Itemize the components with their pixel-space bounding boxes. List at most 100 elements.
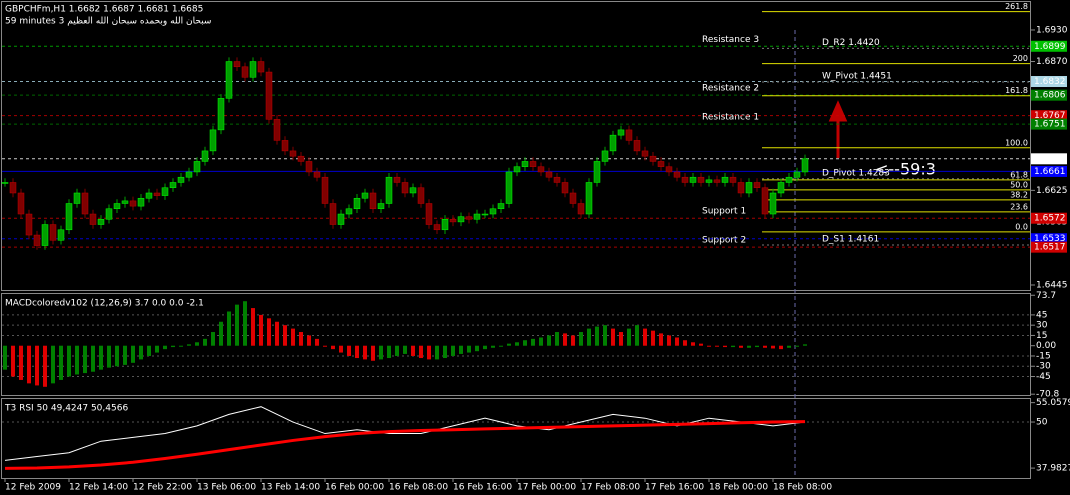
macd-bar [179,345,183,347]
candle-body [481,213,489,216]
macd-bar [115,345,119,367]
candle-body [345,208,353,215]
candle-body [689,176,697,183]
y-tick-label: -45 [1036,372,1051,382]
macd-bar [555,332,559,346]
candle-body [801,158,809,173]
rsi-pane [1,398,1031,479]
macd-bar [715,345,719,347]
y-tick-label: 37.9827 [1036,464,1070,474]
macd-bar [619,332,623,346]
candle-body [97,219,105,225]
candle-body [121,200,129,204]
pivot-label: D_Pivot 1.4283 [822,168,890,178]
x-tick-label: 17 Feb 16:00 [645,483,704,493]
macd-bar [643,328,647,346]
candle-body [129,200,137,207]
candle-body [289,150,297,157]
price-tag [1031,233,1067,245]
candle-body [489,208,497,215]
macd-bar [771,345,775,349]
macd-bar [451,345,455,356]
candle-body [377,203,385,210]
macd-bar [163,345,167,350]
macd-bar [579,332,583,346]
price-tag [1031,118,1067,130]
candle-body [385,176,393,204]
candle-body [209,129,217,152]
macd-bar [723,345,727,348]
candle-body [369,192,377,210]
title: GBPCHFm,H1 1.6682 1.6687 1.6681 1.6685 [5,5,203,15]
macd-bar [355,345,359,359]
candle-body [41,224,49,246]
macd-bar [131,345,135,363]
macd-bar [203,338,207,346]
x-tick-label: 13 Feb 14:00 [261,483,320,493]
candle-body [569,192,577,204]
candle-body [601,150,609,162]
y-tick-label: -70.8 [1036,390,1060,400]
candle-body [401,182,409,194]
y-tick-label: 0.00 [1036,341,1056,351]
price-tag [1031,212,1067,224]
macd-bar [795,345,799,347]
candle-body [633,140,641,152]
macd-bar [195,342,199,346]
candle-body [113,203,121,210]
candle-body [745,182,753,194]
candle-body [649,155,657,162]
level-label: Support 2 [702,236,746,246]
candle-body [673,171,681,178]
x-tick-label: 12 Feb 14:00 [69,483,128,493]
candle-body [737,182,745,194]
candle-body [553,176,561,183]
macd-bar [483,345,487,350]
macd-bar [691,342,695,346]
candle-body [361,192,369,199]
candle-body [265,71,273,120]
y-tick-label: 55.0579 [1036,398,1070,408]
x-tick-label: 16 Feb 16:00 [453,483,512,493]
candle-body [433,224,441,231]
macd-bar [99,345,103,370]
macd-bar [395,345,399,356]
y-tick-label: 1.6445 [1036,281,1068,291]
fib-label: 100.0 [1005,138,1028,147]
price-tag [1031,40,1067,52]
pivot-label: W_Pivot 1.4451 [822,72,892,82]
y-tick-label: -30 [1036,362,1051,372]
macd-bar [515,342,519,346]
candle-body [761,187,769,215]
fib-label: 61.8 [1010,170,1028,179]
candle-body [777,182,785,194]
macd-bar [307,335,311,346]
macd-bar [299,332,303,346]
x-tick-label: 18 Feb 00:00 [709,483,768,493]
level-label: Resistance 1 [702,113,759,123]
macd-bar [531,338,535,346]
macd-bar [51,345,55,384]
x-tick-label: 12 Feb 22:00 [133,483,192,493]
macd-bar [27,345,31,384]
candle-body [409,187,417,194]
candle-body [49,224,57,241]
candle-body [193,161,201,173]
macd-bar [635,325,639,346]
candle-body [17,192,25,215]
macd-bar [587,328,591,346]
macd-bar [571,335,575,346]
macd-bar [227,311,231,346]
macd-bar [291,328,295,346]
macd-bar [667,335,671,346]
macd-bar [803,344,807,346]
macd-bar [19,345,23,380]
candle-body [713,179,721,183]
candle-body [697,176,705,183]
macd-bar [427,345,431,360]
candle-body [273,119,281,141]
price-tag-label: 1.6517 [1034,243,1066,253]
macd-bar [763,345,767,348]
macd-bar [523,340,527,346]
price-tag-label: 1.6751 [1034,120,1066,130]
